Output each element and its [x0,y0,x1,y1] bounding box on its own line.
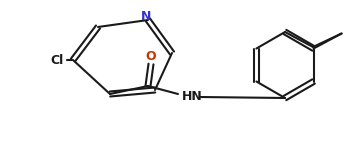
Text: O: O [146,49,156,62]
Text: Cl: Cl [51,53,64,66]
Text: HN: HN [182,89,203,102]
Text: N: N [141,9,151,22]
